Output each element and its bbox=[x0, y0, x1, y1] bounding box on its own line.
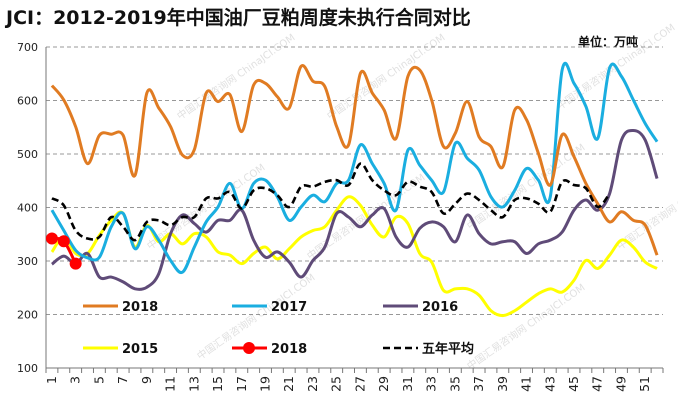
data-point bbox=[69, 257, 82, 270]
watermark-text: 中国汇易咨询网 ChinaJCI.COM bbox=[464, 281, 587, 373]
x-tick-label: 47 bbox=[590, 376, 605, 392]
legend-label: 2015 bbox=[122, 342, 158, 357]
x-tick-label: 39 bbox=[495, 376, 510, 392]
x-tick-label: 33 bbox=[424, 376, 439, 392]
y-tick-label: 600 bbox=[17, 95, 38, 108]
data-point bbox=[45, 232, 58, 245]
legend-label: 2016 bbox=[422, 300, 458, 315]
x-tick-label: 23 bbox=[305, 376, 320, 392]
x-tick-label: 9 bbox=[139, 376, 154, 384]
series-line-2 bbox=[51, 128, 659, 291]
x-tick-label: 51 bbox=[637, 376, 652, 392]
x-tick-label: 19 bbox=[258, 376, 273, 392]
x-tick-label: 17 bbox=[234, 376, 249, 392]
series-line-1 bbox=[50, 61, 659, 275]
x-tick-label: 7 bbox=[115, 376, 130, 384]
series-line-5 bbox=[51, 162, 611, 242]
legend-label: 2018 bbox=[122, 300, 158, 315]
x-tick-label: 25 bbox=[329, 376, 344, 392]
gridlines bbox=[46, 46, 663, 315]
legend-label: 2018 bbox=[271, 342, 307, 357]
y-tick-label: 200 bbox=[17, 309, 38, 322]
y-tick-label: 700 bbox=[17, 41, 38, 54]
x-tick-label: 29 bbox=[376, 376, 391, 392]
watermark-text: 中国汇易咨询网 ChinaJCI.COM bbox=[324, 31, 447, 123]
chart-title: JCI：2012-2019年中国油厂豆粕周度未执行合同对比 bbox=[4, 6, 471, 29]
x-tick-label: 21 bbox=[281, 376, 296, 392]
x-tick-label: 5 bbox=[91, 376, 106, 384]
data-point bbox=[57, 235, 70, 248]
x-tick-label: 45 bbox=[566, 376, 581, 392]
x-tick-label: 37 bbox=[471, 376, 486, 392]
x-tick-label: 1 bbox=[44, 376, 59, 384]
x-tick-label: 31 bbox=[400, 376, 415, 392]
x-tick-label: 43 bbox=[542, 376, 557, 392]
watermark-text: 中国汇易咨询网 ChinaJCI.COM bbox=[174, 31, 297, 123]
x-tick-label: 13 bbox=[186, 376, 201, 392]
x-tick-label: 41 bbox=[519, 376, 534, 392]
y-tick-label: 400 bbox=[17, 202, 38, 215]
x-tick-label: 11 bbox=[163, 376, 178, 392]
x-tick-label: 3 bbox=[68, 376, 83, 384]
legend-label: 2017 bbox=[271, 300, 307, 315]
watermarks: 中国汇易咨询网 ChinaJCI.COM 中国汇易咨询网 ChinaJCI.COM… bbox=[144, 21, 678, 373]
y-tick-label: 500 bbox=[17, 148, 38, 161]
x-tick-label: 35 bbox=[447, 376, 462, 392]
y-tick-label: 300 bbox=[17, 255, 38, 268]
unit-label: 单位：万吨 bbox=[578, 34, 638, 49]
x-tick-label: 49 bbox=[613, 376, 628, 392]
legend: 2018 2017 2016 2015 2018 五年平均 bbox=[83, 300, 474, 357]
series-lines bbox=[45, 61, 659, 318]
x-tick-label: 27 bbox=[352, 376, 367, 392]
x-tick-label: 15 bbox=[210, 376, 225, 392]
y-tick-label: 100 bbox=[17, 362, 38, 375]
series-line-0 bbox=[50, 63, 659, 256]
legend-label: 五年平均 bbox=[422, 341, 474, 357]
legend-marker bbox=[243, 342, 255, 354]
